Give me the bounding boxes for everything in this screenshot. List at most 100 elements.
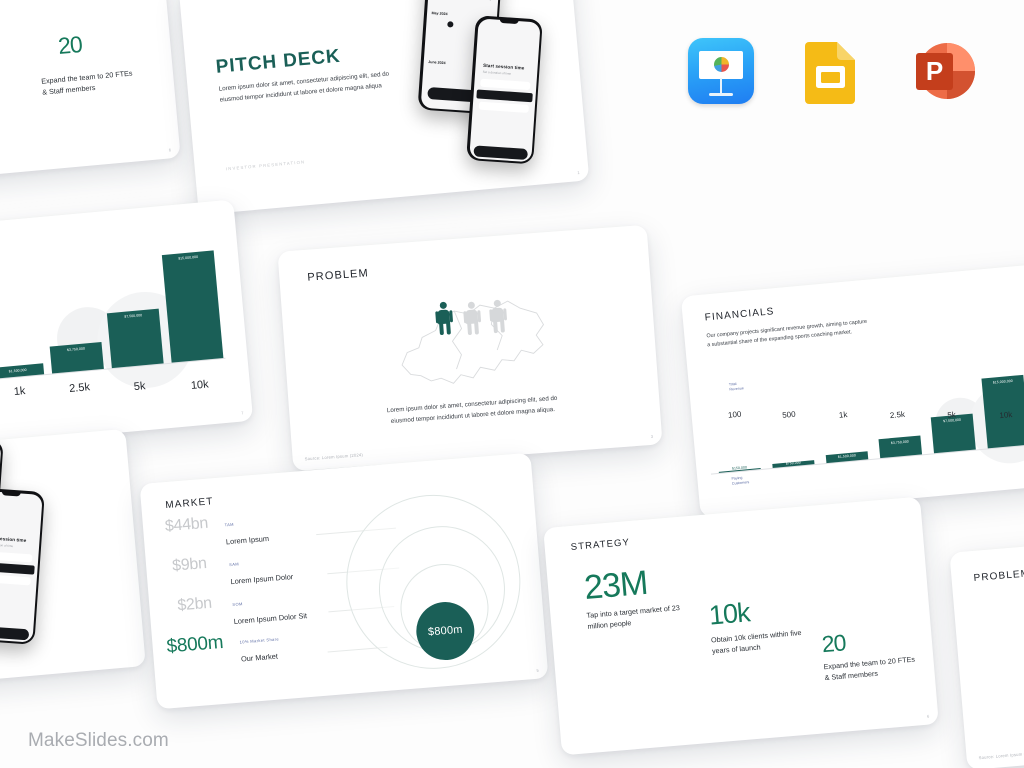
market-row-som: $2bn SOM Lorem Ipsum Dolor Sit: [177, 587, 308, 633]
slide-financials-crop[interactable]: ...ue growth, aiming to ...nding sports …: [0, 199, 254, 459]
bar-value-label: $150,000: [731, 464, 748, 471]
map-outline-icon: [401, 300, 545, 384]
person-icon-muted: [488, 299, 508, 334]
slide-page-number: 3: [650, 433, 654, 439]
calendar-selected-day[interactable]: [446, 20, 454, 28]
slide-page-number: 7: [241, 410, 244, 416]
watermark-makeslides: MakeSlides.com: [28, 730, 169, 751]
category-label-2-5k: 2.5k: [889, 409, 906, 421]
strategy-caption: Obtain 10k clients within five years of …: [710, 627, 802, 656]
phone2-confirm-button[interactable]: [0, 625, 29, 640]
keynote-app-icon[interactable]: [688, 38, 754, 104]
slide-page-number: 1: [577, 169, 580, 176]
keynote-pie-chart-icon: [714, 57, 729, 72]
time-option-1[interactable]: [0, 550, 33, 562]
category-label-500: 500: [781, 409, 796, 420]
problem-right-source: Source: Lorem Ipsum (2024): [978, 750, 1024, 761]
market-row-sam: $9bn SAM Lorem Ipsum Dolor: [172, 548, 294, 593]
strategy-crop-caption: Expand the team to 20 FTEs & Staff membe…: [40, 68, 133, 97]
slide-page-number: 6: [926, 713, 930, 719]
time-option-selected[interactable]: [475, 88, 533, 102]
bar-value-label: $750,000: [785, 460, 801, 466]
strategy-caption: Expand the team to 20 FTEs & Staff membe…: [823, 654, 916, 682]
strategy-number: 23M: [582, 563, 649, 607]
bar-value-label: $1,500,000: [8, 367, 27, 374]
market-sub: Our Market: [240, 651, 279, 664]
market-title: MARKET: [164, 496, 214, 512]
time-option-selected[interactable]: [0, 561, 35, 575]
keynote-stand-icon: [719, 78, 723, 94]
bar-5k: $7,500,000: [930, 413, 976, 454]
slide-problem[interactable]: PROBLEM Lorem ipsum dolor sit amet, cons…: [277, 224, 663, 472]
category-label-1k: 1k: [13, 385, 26, 399]
time-option-1[interactable]: [479, 78, 531, 90]
category-label-100: 100: [727, 409, 742, 420]
powerpoint-app-icon[interactable]: P: [910, 38, 976, 104]
market-sub: Lorem Ipsum: [225, 533, 270, 547]
strategy-title: STRATEGY: [570, 537, 631, 553]
market-amount: $44bn: [164, 514, 209, 536]
category-label-2-5k: 2.5k: [68, 381, 91, 396]
time-option-3[interactable]: [478, 101, 529, 113]
slide-strategy[interactable]: STRATEGY 23M Tap into a target market of…: [543, 496, 939, 756]
bar-value-label: $15,000,000: [992, 378, 1013, 385]
phone-screen2-subtitle: Set a duration of time: [482, 69, 512, 76]
slide-pitch-deck-title[interactable]: PITCH DECK Lorem ipsum dolor sit amet, c…: [178, 0, 590, 215]
slide-page-number: 5: [536, 667, 539, 673]
market-row-tam: $44bn TAM Lorem Ipsum: [164, 510, 269, 554]
problem-caption: Lorem ipsum dolor sit amet, consectetur …: [386, 394, 558, 425]
problem-title: PROBLEM: [306, 267, 370, 284]
person-icon-active: [434, 301, 454, 336]
bar-2-5k: $3,750,000: [878, 435, 923, 459]
slide-page-number: 6: [168, 147, 172, 153]
time-option-3[interactable]: [0, 573, 31, 585]
problem-source: Source: Lorem Ipsum (2024): [304, 452, 364, 462]
calendar-month-label-next: June 2024: [428, 59, 446, 65]
pitch-deck-title: PITCH DECK: [214, 45, 342, 78]
phone2-confirm-button[interactable]: [472, 144, 528, 160]
market-amount: $2bn: [176, 594, 213, 615]
keynote-foot-icon: [709, 93, 733, 96]
bar-value-label: $3,750,000: [66, 346, 86, 353]
market-tag: TAM: [224, 521, 235, 528]
app-icon-group: P: [688, 36, 988, 108]
category-label-1k: 1k: [838, 409, 848, 420]
strategy-crop-number: 20: [56, 31, 83, 60]
slide-financials[interactable]: FINANCIALS Our company projects signific…: [680, 260, 1024, 518]
category-label-10k: 10k: [999, 410, 1013, 421]
category-label-10k: 10k: [190, 378, 210, 392]
slide-problem-right[interactable]: PROBLEM Source: Lorem Ipsum (2024): [949, 527, 1024, 768]
market-sub: Lorem Ipsum Dolor: [230, 572, 294, 587]
bar-10k: $15,000,000: [161, 250, 224, 363]
phone-mockup-time-picker: Start session time Set a duration of tim…: [466, 15, 543, 165]
market-tag: SAM: [228, 561, 240, 568]
financials-title: FINANCIALS: [704, 306, 775, 324]
strategy-item-3: 20 Expand the team to 20 FTEs & Staff me…: [821, 625, 919, 683]
phone-screen2-subtitle: Set a duration of time: [0, 542, 14, 548]
slide-market[interactable]: MARKET $44bn TAM Lorem Ipsum $9bn SAM Lo…: [139, 452, 549, 710]
slide-phone-mockup-crop[interactable]: Select start session date Check how the …: [0, 428, 146, 690]
strategy-number: 20: [820, 629, 847, 658]
phone-mockup-time-picker-crop: Start session time Set a duration of tim…: [0, 487, 45, 645]
market-row-our-market: $800m 10% Market Share Our Market: [166, 627, 281, 672]
bar-2-5k: $3,750,000: [49, 341, 104, 374]
person-icon-muted: [462, 301, 482, 336]
strategy-caption: Tap into a target market of 23 million p…: [586, 603, 681, 631]
phone-screen2-title: Start session time: [0, 535, 27, 543]
pitch-deck-footer: INVESTOR PRESENTATION: [225, 159, 306, 172]
category-label-5k: 5k: [946, 410, 957, 420]
slide-strategy-crop[interactable]: k s within nch 20 Expand the team to 20 …: [0, 0, 181, 184]
market-tag: 10% Market Share: [239, 636, 280, 645]
bar-5k: $7,500,000: [106, 308, 164, 369]
market-tag: SOM: [232, 601, 243, 608]
google-slides-app-icon[interactable]: [799, 38, 865, 104]
svg-text:P: P: [926, 56, 943, 86]
market-sub: Lorem Ipsum Dolor Sit: [233, 611, 308, 626]
market-amount: $800m: [165, 631, 224, 658]
bar-value-label: $1,500,000: [837, 453, 857, 459]
market-amount: $9bn: [171, 554, 208, 575]
category-label-5k: 5k: [133, 380, 146, 394]
financials-bar-chart: Total Revenue Paying Customers $150,000 $7…: [705, 373, 1024, 485]
y-axis-label: Total Revenue: [728, 381, 744, 392]
